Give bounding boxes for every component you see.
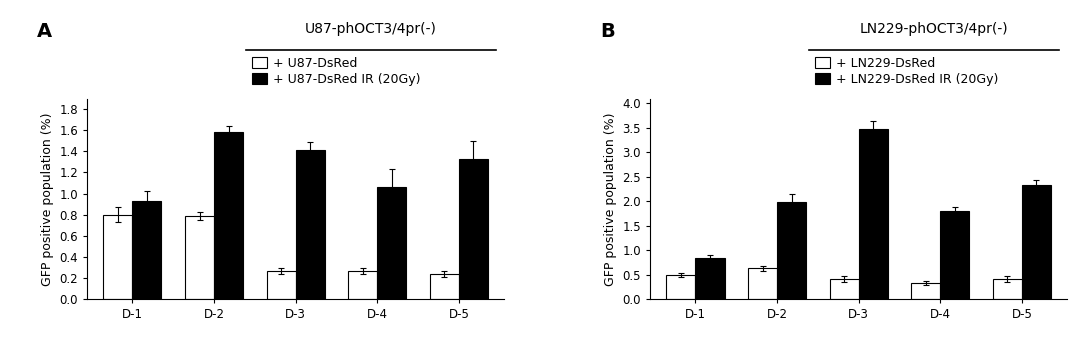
Y-axis label: GFP positive population (%): GFP positive population (%) [604,112,617,285]
Bar [696,258,724,299]
Bar [1021,185,1051,299]
Bar [748,268,778,299]
Bar [348,271,377,299]
Text: B: B [600,22,615,41]
Bar [830,279,859,299]
Bar [185,216,215,299]
Legend: + U87-DsRed, + U87-DsRed IR (20Gy): + U87-DsRed, + U87-DsRed IR (20Gy) [252,57,420,86]
Bar [911,283,940,299]
Legend: + LN229-DsRed, + LN229-DsRed IR (20Gy): + LN229-DsRed, + LN229-DsRed IR (20Gy) [815,57,999,86]
Bar [940,210,969,299]
Y-axis label: GFP positive population (%): GFP positive population (%) [40,112,53,285]
Bar [133,201,161,299]
Bar [267,271,295,299]
Bar [295,150,325,299]
Bar [993,279,1021,299]
Text: LN229-phOCT3/4pr(-): LN229-phOCT3/4pr(-) [859,22,1008,36]
Bar [666,275,696,299]
Bar [458,159,488,299]
Text: U87-phOCT3/4pr(-): U87-phOCT3/4pr(-) [305,22,437,36]
Bar [377,187,406,299]
Bar [778,202,806,299]
Bar [215,132,243,299]
Bar [103,215,133,299]
Bar [859,130,888,299]
Text: A: A [37,22,52,41]
Bar [430,274,458,299]
